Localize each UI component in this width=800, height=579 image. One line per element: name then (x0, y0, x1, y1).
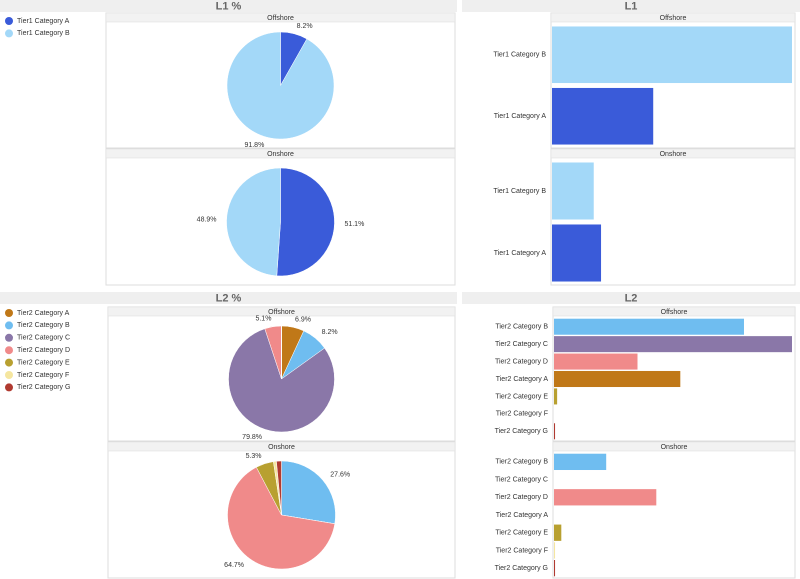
slice-label: 6.9% (295, 316, 311, 323)
legend-swatch (5, 309, 13, 317)
legend-label: Tier2 Category F (17, 372, 69, 379)
bar (552, 26, 792, 84)
facet-header (107, 306, 456, 317)
bar (554, 370, 681, 388)
bar-category-label: Tier2 Category C (495, 476, 548, 483)
bar-category-label: Tier2 Category A (496, 512, 549, 519)
legend-label: Tier2 Category G (17, 384, 70, 391)
bar-category-label: Tier1 Category B (493, 188, 546, 195)
bar-category-label: Tier2 Category B (495, 324, 548, 331)
bar-category-label: Tier1 Category A (494, 250, 547, 257)
facet-header (552, 441, 796, 452)
bar (554, 388, 558, 405)
bar-category-label: Tier2 Category F (496, 411, 548, 418)
facet-header (550, 12, 796, 23)
panel-header (462, 292, 800, 304)
slice-label: 91.8% (244, 142, 264, 149)
facet-header (550, 148, 796, 159)
bar-category-label: Tier1 Category A (494, 113, 547, 120)
panel-title: L2 % (216, 292, 242, 304)
legend-label: Tier1 Category A (17, 18, 70, 25)
facet-title: Onshore (267, 151, 294, 158)
facet-title: Offshore (660, 15, 687, 22)
bar-category-label: Tier2 Category F (496, 547, 548, 554)
bar-category-label: Tier2 Category D (495, 358, 548, 365)
slice-label: 5.1% (255, 316, 271, 323)
bar (554, 559, 556, 577)
bar-category-label: Tier2 Category E (495, 530, 548, 537)
panel-title: L1 (625, 0, 638, 12)
pie-slice (276, 460, 282, 516)
facet-frame (552, 441, 796, 579)
bar (554, 542, 556, 559)
bar-category-label: Tier1 Category B (493, 52, 546, 59)
facet-title: Offshore (267, 15, 294, 22)
facet-header (107, 441, 456, 452)
legend-label: Tier2 Category C (17, 335, 70, 342)
bar-category-label: Tier2 Category G (495, 565, 548, 572)
slice-label: 79.8% (242, 434, 262, 441)
facet-title: Offshore (661, 309, 688, 316)
slice-label: 8.2% (322, 329, 338, 336)
bar (554, 353, 638, 370)
legend-label: Tier1 Category B (17, 30, 70, 37)
bar (554, 524, 562, 541)
slice-label: 8.2% (297, 23, 313, 30)
facet-title: Offshore (268, 309, 295, 316)
legend-swatch (5, 17, 13, 25)
pie-slice (226, 31, 335, 140)
slice-label: 27.6% (330, 472, 350, 479)
pie-slice (227, 466, 336, 570)
panel-header (462, 0, 800, 12)
facet-title: Onshore (660, 151, 687, 158)
slice-label: 48.9% (197, 217, 217, 224)
pie-slice (281, 460, 336, 525)
bar-category-label: Tier2 Category E (495, 393, 548, 400)
legend-swatch (5, 321, 13, 330)
bar (552, 224, 602, 282)
bar (552, 162, 594, 220)
legend-swatch (5, 29, 13, 38)
pie-slice (226, 167, 281, 277)
facet-header (105, 148, 456, 159)
facet-title: Onshore (268, 444, 295, 451)
bar (554, 489, 657, 506)
bar-category-label: Tier2 Category D (495, 494, 548, 501)
panel-title: L1 % (216, 0, 242, 12)
bar-category-label: Tier2 Category A (496, 376, 549, 383)
pie-slice (228, 328, 335, 433)
bar-category-label: Tier2 Category C (495, 341, 548, 348)
bar (552, 87, 654, 145)
slice-label: 5.3% (246, 453, 262, 460)
bar (554, 453, 607, 471)
bar (554, 336, 792, 353)
facet-header (552, 306, 796, 317)
slice-label: 64.7% (224, 562, 244, 569)
facet-header (105, 12, 456, 23)
legend-swatch (5, 371, 13, 379)
pie-slice (276, 167, 335, 277)
legend-label: Tier2 Category D (17, 347, 70, 354)
legend-label: Tier2 Category A (17, 310, 70, 317)
legend-swatch (5, 333, 13, 342)
bar (554, 423, 556, 440)
panel-header (0, 0, 457, 12)
bar-category-label: Tier2 Category G (495, 428, 548, 435)
bar (554, 318, 744, 335)
legend-swatch (5, 346, 13, 355)
legend-label: Tier2 Category E (17, 359, 70, 366)
legend-label: Tier2 Category B (17, 322, 70, 329)
facet-title: Onshore (661, 444, 688, 451)
panel-title: L2 (625, 292, 638, 304)
slice-label: 51.1% (344, 221, 364, 228)
bar-category-label: Tier2 Category B (495, 459, 548, 466)
legend-swatch (5, 383, 13, 392)
legend-swatch (5, 358, 13, 367)
panel-header (0, 292, 457, 304)
